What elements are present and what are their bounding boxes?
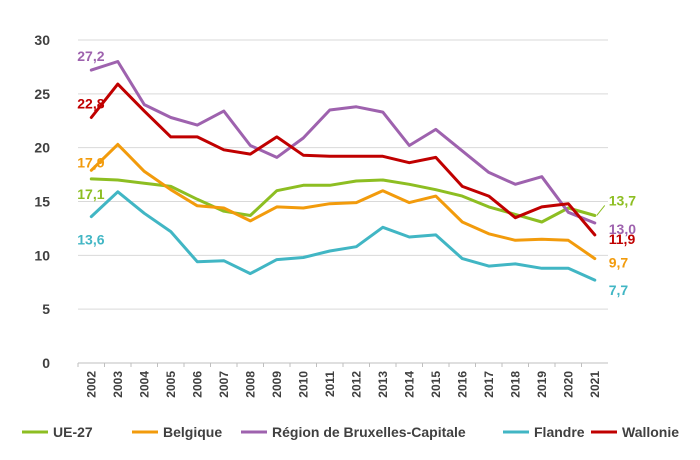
label-leader (596, 205, 606, 216)
x-tick-label: 2007 (217, 371, 231, 398)
x-tick-label: 2004 (137, 371, 151, 398)
data-label: 17,9 (77, 154, 104, 170)
y-tick-label: 25 (34, 86, 50, 102)
data-label: 9,7 (609, 255, 629, 271)
legend-label: Flandre (534, 424, 585, 440)
data-label: 13,0 (609, 221, 636, 237)
x-tick-label: 2017 (482, 371, 496, 398)
data-label: 11,9 (609, 231, 636, 247)
series-line-1 (89, 142, 597, 261)
x-axis: 2002 2003 2004 2005 2006 2007 2008 2009 2010 2011… (77, 363, 602, 398)
x-tick-label: 2010 (296, 371, 310, 398)
y-tick-label: 0 (42, 355, 50, 371)
grid-lines (78, 39, 608, 364)
series-line-4 (89, 82, 597, 237)
x-tick-label: 2012 (349, 371, 363, 398)
series-line-3 (89, 190, 597, 282)
data-label: 13,6 (77, 232, 104, 248)
legend-label: Région de Bruxelles-Capitale (272, 424, 466, 440)
y-tick-label: 10 (34, 247, 50, 263)
data-label: 22,8 (77, 96, 104, 112)
x-tick-label: 2013 (376, 371, 390, 398)
data-label: 17,1 (77, 186, 104, 202)
x-tick-label: 2009 (270, 371, 284, 398)
y-tick-label: 20 (34, 140, 50, 156)
legend-label: Belgique (163, 424, 222, 440)
y-tick-label: 30 (34, 32, 50, 48)
x-tick-label: 2018 (508, 371, 522, 398)
x-tick-label: 2019 (535, 371, 549, 398)
x-tick-label: 2015 (429, 371, 443, 398)
data-label: 27,2 (77, 48, 104, 64)
series-lines (89, 60, 597, 282)
y-tick-label: 5 (42, 301, 50, 317)
legend: UE-27 Belgique Région de Bruxelles-Capital… (22, 424, 679, 440)
x-tick-label: 2021 (588, 371, 602, 398)
data-labels: 17,1 13,7 17,9 9,7 27,2 13,0 13,6 7,7 22,8 11,9 (77, 48, 636, 298)
y-tick-label: 15 (34, 194, 50, 210)
x-tick-label: 2011 (323, 371, 337, 397)
data-label: 13,7 (609, 192, 636, 208)
series-line-2 (89, 60, 597, 225)
legend-label: Wallonie (622, 424, 679, 440)
x-tick-label: 2003 (111, 371, 125, 398)
x-tick-label: 2005 (164, 371, 178, 398)
x-tick-label: 2008 (243, 371, 257, 398)
data-label: 7,7 (609, 282, 629, 298)
x-tick-label: 2016 (455, 371, 469, 398)
x-tick-label: 2014 (402, 371, 416, 398)
y-axis: 0 5 10 15 20 25 30 (34, 32, 50, 371)
legend-label: UE-27 (53, 424, 93, 440)
x-tick-label: 2020 (561, 371, 575, 398)
x-tick-label: 2002 (84, 371, 98, 398)
x-tick-label: 2006 (190, 371, 204, 398)
